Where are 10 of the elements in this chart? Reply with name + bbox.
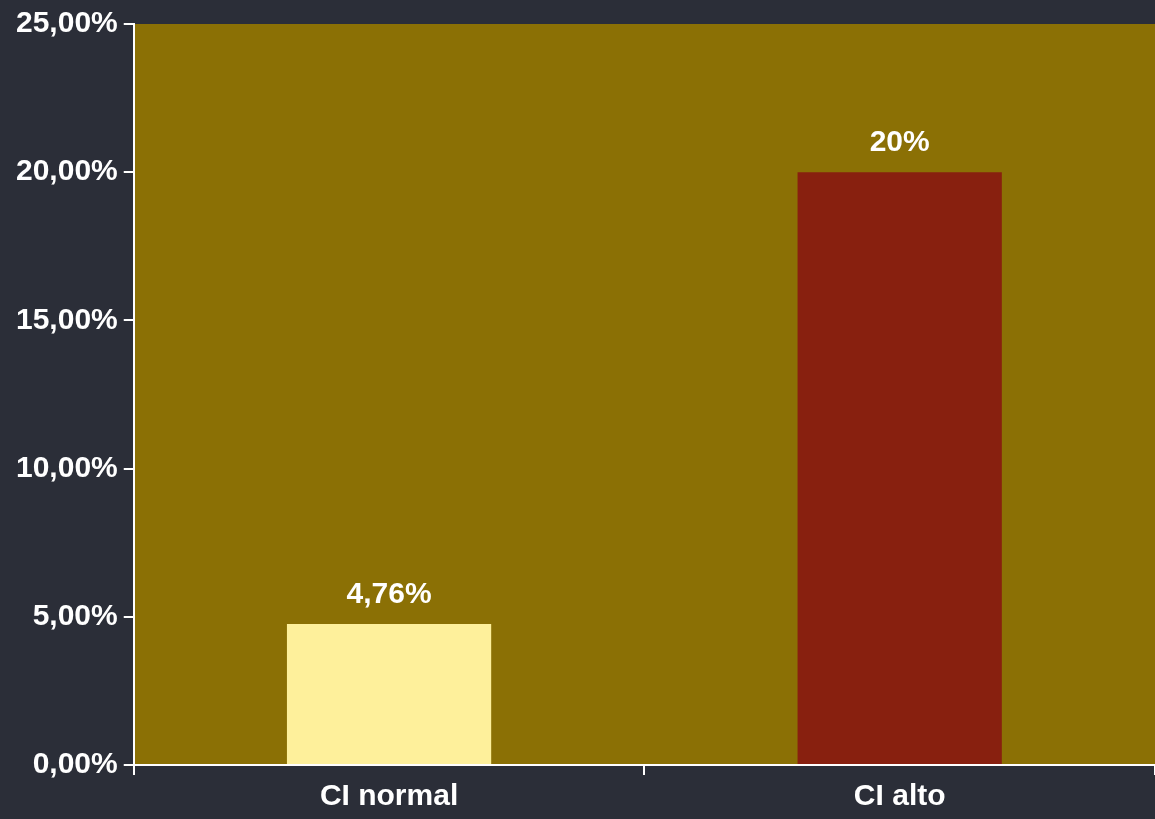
y-tick-label: 15,00% xyxy=(16,301,118,335)
x-tick-label: CI normal xyxy=(319,778,459,812)
y-tick-label: 0,00% xyxy=(32,746,118,780)
y-tick-label: 25,00% xyxy=(16,5,118,39)
y-tick-label: 10,00% xyxy=(16,449,118,483)
data-label: 20% xyxy=(869,124,930,158)
data-label: 4,76% xyxy=(346,576,432,610)
x-tick-label: CI alto xyxy=(853,778,946,812)
y-tick-label: 20,00% xyxy=(16,153,118,187)
y-tick-label: 5,00% xyxy=(32,598,118,632)
